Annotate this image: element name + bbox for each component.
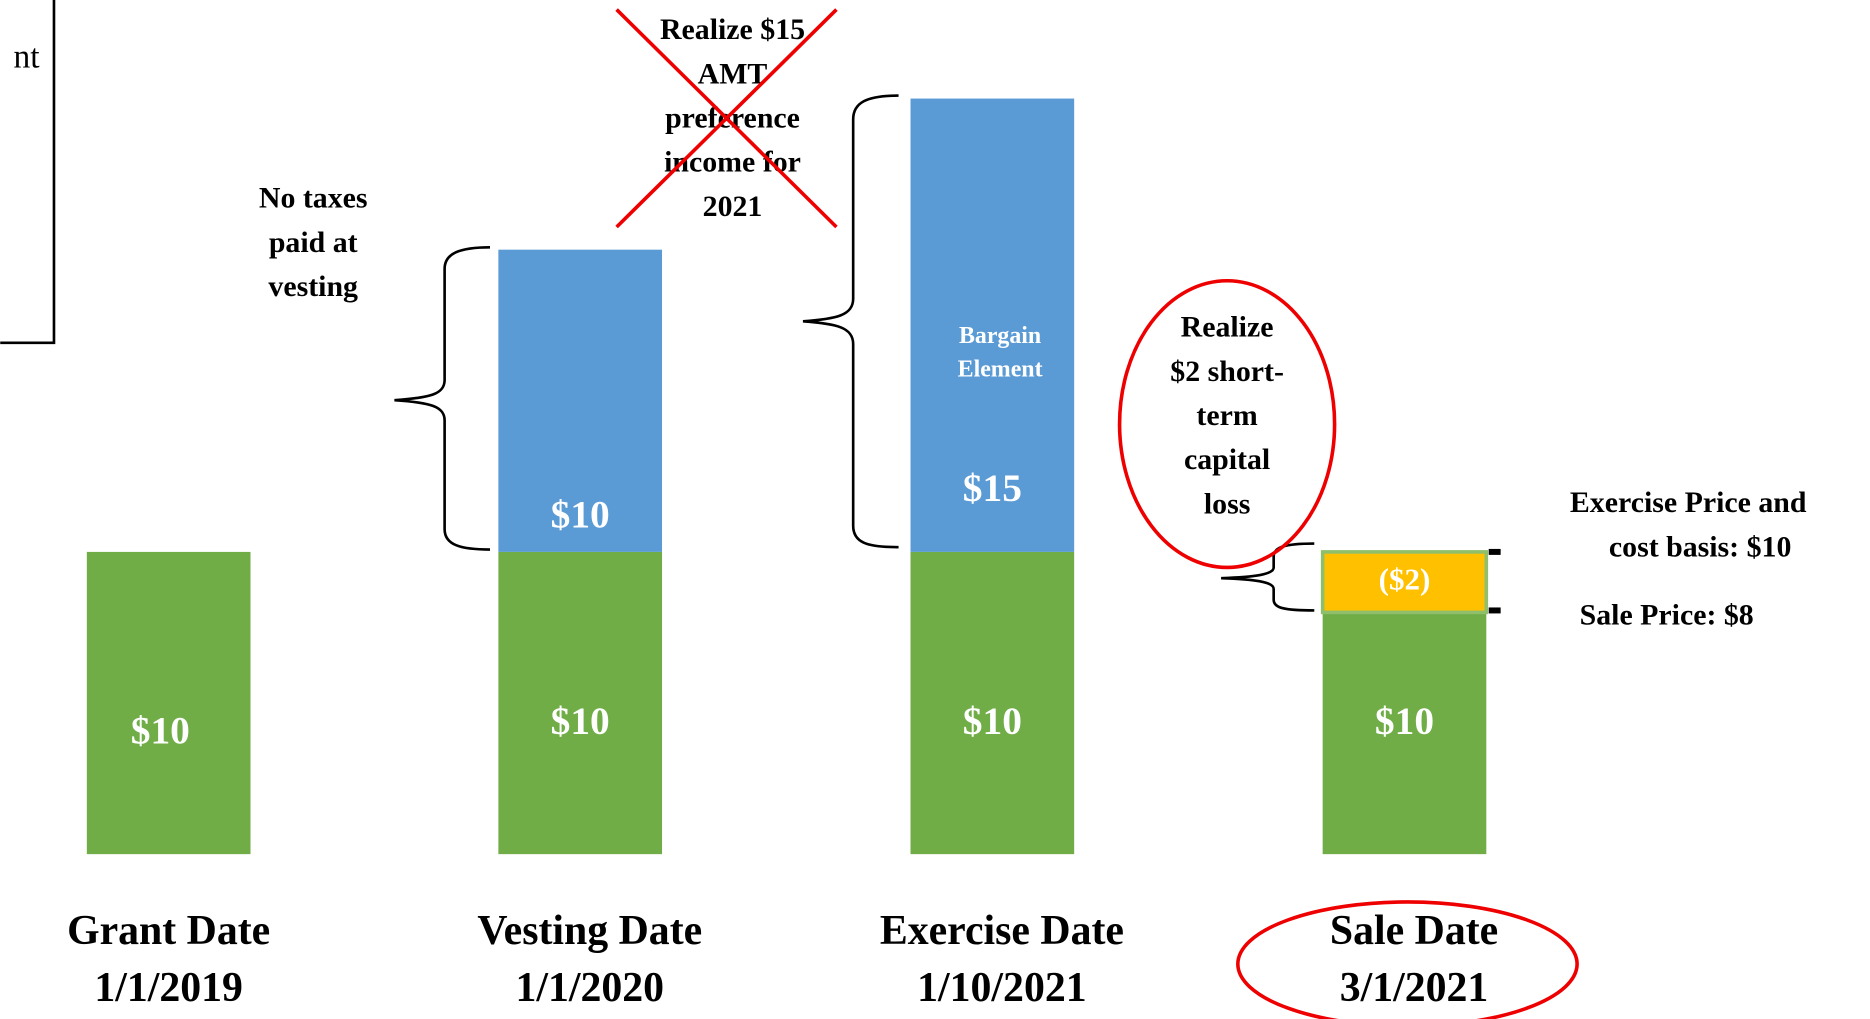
annotation: loss bbox=[1204, 487, 1250, 520]
annotation: 2021 bbox=[703, 190, 763, 223]
category-date: 1/1/2020 bbox=[515, 965, 664, 1011]
value-label: $15 bbox=[963, 466, 1022, 510]
bar-segment bbox=[910, 551, 1075, 855]
category-date: 3/1/2021 bbox=[1340, 965, 1489, 1011]
value-label: $10 bbox=[551, 699, 610, 743]
annotation: term bbox=[1196, 399, 1257, 432]
category-label: Sale Date bbox=[1330, 908, 1498, 954]
segment-note-line: Element bbox=[958, 357, 1043, 383]
strike bbox=[615, 8, 838, 229]
segment-note: Bargain Element bbox=[958, 324, 1043, 383]
bracket bbox=[802, 94, 899, 549]
category-date: 1/10/2021 bbox=[917, 965, 1087, 1011]
highlight-circle bbox=[1117, 278, 1337, 570]
annotation: No taxes bbox=[259, 182, 368, 215]
annotation: Realize $15 bbox=[660, 13, 805, 46]
category-label: Vesting Date bbox=[477, 908, 702, 954]
bracket bbox=[1221, 542, 1315, 612]
annotation: $2 short- bbox=[1170, 355, 1284, 388]
annotation: cost basis: $10 bbox=[1609, 530, 1791, 563]
bar-segment bbox=[86, 551, 251, 855]
segment-note-line: Bargain bbox=[959, 324, 1041, 350]
annotation: vesting bbox=[268, 270, 358, 303]
highlight-circle bbox=[1236, 900, 1579, 1019]
category-label: Exercise Date bbox=[880, 908, 1124, 954]
annotation: capital bbox=[1184, 443, 1270, 476]
value-label: $10 bbox=[963, 699, 1022, 743]
category-label: Grant Date bbox=[67, 908, 270, 954]
value-label: $10 bbox=[1375, 699, 1434, 743]
annotation: Sale Price: $8 bbox=[1580, 598, 1754, 631]
annotation: Realize bbox=[1181, 311, 1274, 344]
value-label: $10 bbox=[131, 709, 190, 753]
bar-segment bbox=[910, 98, 1075, 552]
bar-segment bbox=[498, 249, 663, 552]
annotation: Exercise Price and bbox=[1570, 486, 1807, 519]
corner-text: nt bbox=[13, 38, 40, 75]
value-label: $10 bbox=[551, 493, 610, 537]
category-date: 1/1/2019 bbox=[94, 965, 243, 1011]
annotation: paid at bbox=[269, 226, 358, 259]
annotation: preference bbox=[665, 102, 800, 135]
corner-box bbox=[0, 0, 56, 345]
bar-segment bbox=[498, 551, 663, 855]
bar-segment bbox=[1320, 550, 1489, 615]
value-label: ($2) bbox=[1379, 561, 1431, 596]
annotation: AMT bbox=[698, 57, 768, 90]
bracket bbox=[394, 245, 491, 551]
annotation: income for bbox=[664, 146, 801, 179]
